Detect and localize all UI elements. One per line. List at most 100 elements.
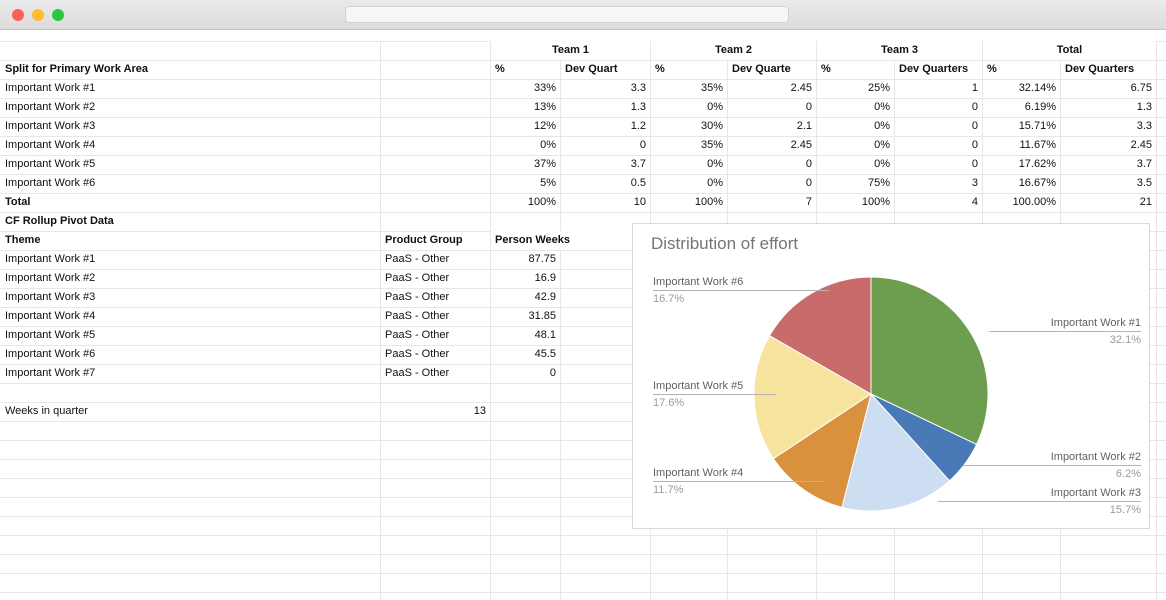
- cell[interactable]: %: [821, 63, 831, 75]
- cell[interactable]: 87.75: [528, 253, 556, 265]
- cell[interactable]: 15.71%: [1018, 120, 1056, 132]
- cell[interactable]: 0: [639, 139, 646, 151]
- cell[interactable]: Important Work #3: [5, 120, 96, 132]
- pie-chart[interactable]: [753, 276, 989, 512]
- pie-slice[interactable]: [768, 276, 872, 395]
- cell[interactable]: 4: [971, 196, 978, 208]
- cell[interactable]: 48.1: [534, 329, 556, 341]
- chart-panel[interactable]: Distribution of effort Important Work #1…: [632, 223, 1150, 529]
- cell[interactable]: 6.75: [1130, 82, 1152, 94]
- cell[interactable]: PaaS - Other: [385, 348, 450, 360]
- cell[interactable]: Team 2: [651, 41, 816, 60]
- cell[interactable]: 0%: [707, 158, 723, 170]
- cell[interactable]: Dev Quarte: [732, 63, 791, 75]
- cell[interactable]: 1.3: [630, 101, 646, 113]
- cell[interactable]: 3: [971, 177, 978, 189]
- cell[interactable]: Important Work #3: [5, 291, 96, 303]
- cell[interactable]: 13: [473, 405, 486, 417]
- cell[interactable]: Total: [5, 196, 31, 208]
- cell[interactable]: Important Work #6: [5, 177, 96, 189]
- cell[interactable]: %: [655, 63, 665, 75]
- cell[interactable]: 100%: [694, 196, 723, 208]
- cell[interactable]: 0%: [874, 101, 890, 113]
- pie-slice[interactable]: [772, 392, 872, 508]
- cell[interactable]: 12%: [533, 120, 556, 132]
- cell[interactable]: 32.14%: [1018, 82, 1056, 94]
- cell[interactable]: 75%: [867, 177, 890, 189]
- cell[interactable]: Split for Primary Work Area: [5, 63, 149, 75]
- cell[interactable]: 16.67%: [1018, 177, 1056, 189]
- cell[interactable]: 0: [805, 177, 812, 189]
- cell[interactable]: Weeks in quarter: [5, 405, 88, 417]
- cell[interactable]: 1.2: [630, 120, 646, 132]
- cell[interactable]: 0%: [707, 101, 723, 113]
- cell[interactable]: 0.5: [630, 177, 646, 189]
- cell[interactable]: 100%: [527, 196, 556, 208]
- cell[interactable]: Important Work #4: [5, 139, 96, 151]
- cell[interactable]: 21: [1139, 196, 1152, 208]
- cell[interactable]: PaaS - Other: [385, 291, 450, 303]
- cell[interactable]: 10: [633, 196, 646, 208]
- cell[interactable]: 2.1: [796, 120, 812, 132]
- fullscreen-button-icon[interactable]: [52, 9, 64, 21]
- cell[interactable]: 13%: [533, 101, 556, 113]
- cell[interactable]: CF Rollup Pivot Data: [5, 215, 114, 227]
- cell[interactable]: PaaS - Other: [385, 367, 450, 379]
- cell[interactable]: 100%: [861, 196, 890, 208]
- cell[interactable]: Product Group: [385, 234, 463, 246]
- cell[interactable]: 35%: [700, 82, 723, 94]
- cell[interactable]: PaaS - Other: [385, 310, 450, 322]
- cell[interactable]: Important Work #5: [5, 158, 96, 170]
- cell[interactable]: 16.9: [534, 272, 556, 284]
- cell[interactable]: 35%: [700, 139, 723, 151]
- cell[interactable]: Important Work #5: [5, 329, 96, 341]
- cell[interactable]: 3.3: [1136, 120, 1152, 132]
- cell[interactable]: Important Work #4: [5, 310, 96, 322]
- pie-slice[interactable]: [870, 276, 989, 446]
- minimize-button-icon[interactable]: [32, 9, 44, 21]
- cell[interactable]: 0%: [874, 120, 890, 132]
- cell[interactable]: 2.45: [790, 139, 812, 151]
- cell[interactable]: 1: [971, 82, 978, 94]
- cell[interactable]: 0: [805, 158, 812, 170]
- cell[interactable]: Dev Quart: [565, 63, 618, 75]
- cell[interactable]: %: [987, 63, 997, 75]
- cell[interactable]: Important Work #2: [5, 272, 96, 284]
- pie-slice[interactable]: [753, 335, 872, 460]
- cell[interactable]: 3.7: [630, 158, 646, 170]
- titlebar[interactable]: [0, 0, 1166, 30]
- cell[interactable]: Important Work #1: [5, 253, 96, 265]
- close-button-icon[interactable]: [12, 9, 24, 21]
- address-bar[interactable]: [345, 6, 789, 23]
- cell[interactable]: 100.00%: [1012, 196, 1056, 208]
- cell[interactable]: Important Work #6: [5, 348, 96, 360]
- cell[interactable]: 5%: [540, 177, 556, 189]
- cell[interactable]: 17.62%: [1018, 158, 1056, 170]
- cell[interactable]: Dev Quarters: [1065, 63, 1135, 75]
- cell[interactable]: 42.9: [534, 291, 556, 303]
- cell[interactable]: Team 3: [817, 41, 982, 60]
- cell[interactable]: 45.5: [534, 348, 556, 360]
- cell[interactable]: PaaS - Other: [385, 329, 450, 341]
- cell[interactable]: 37%: [533, 158, 556, 170]
- cell[interactable]: %: [495, 63, 505, 75]
- cell[interactable]: PaaS - Other: [385, 253, 450, 265]
- cell[interactable]: 3.7: [1136, 158, 1152, 170]
- cell[interactable]: 2.45: [790, 82, 812, 94]
- cell[interactable]: 1.3: [1136, 101, 1152, 113]
- cell[interactable]: Important Work #7: [5, 367, 96, 379]
- pie-slice[interactable]: [841, 392, 951, 512]
- cell[interactable]: Theme: [5, 234, 41, 246]
- cell[interactable]: 0: [971, 101, 978, 113]
- cell[interactable]: 0: [971, 158, 978, 170]
- cell[interactable]: 33%: [533, 82, 556, 94]
- cell[interactable]: 7: [805, 196, 812, 208]
- cell[interactable]: Total: [983, 41, 1156, 60]
- cell[interactable]: 0: [971, 120, 978, 132]
- cell[interactable]: 3.3: [630, 82, 646, 94]
- cell[interactable]: 3.5: [1136, 177, 1152, 189]
- cell[interactable]: PaaS - Other: [385, 272, 450, 284]
- cell[interactable]: 0: [805, 101, 812, 113]
- cell[interactable]: 11.67%: [1019, 139, 1057, 151]
- cell[interactable]: 0%: [874, 139, 890, 151]
